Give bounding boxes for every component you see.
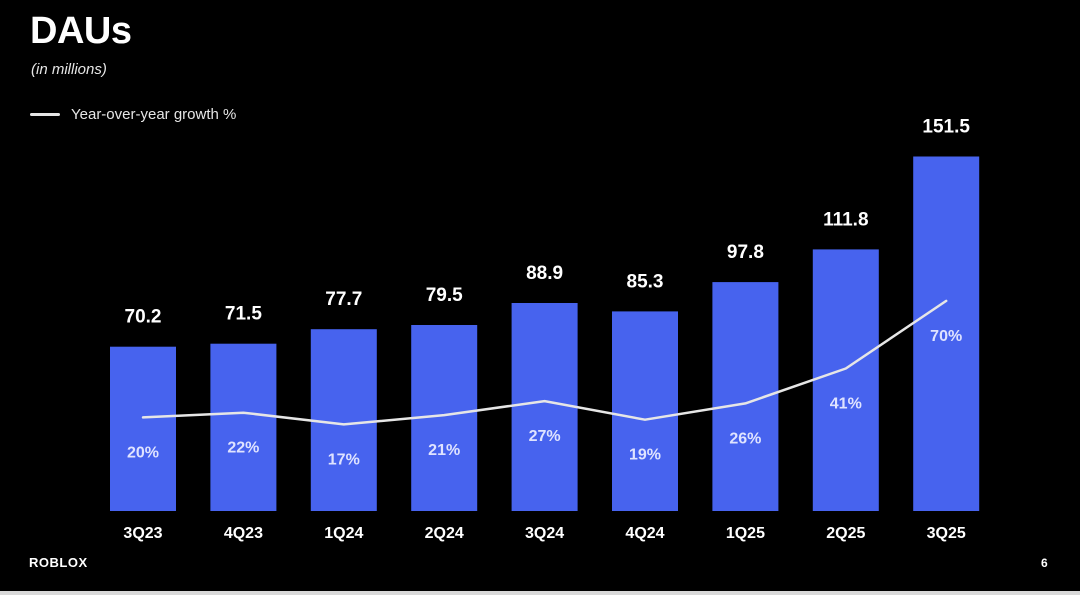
growth-label: 21% [428, 442, 460, 459]
growth-label: 19% [629, 447, 661, 464]
bar-value-label: 79.5 [426, 285, 463, 306]
growth-label: 26% [729, 430, 761, 447]
growth-line [141, 299, 948, 426]
legend-label: Year-over-year growth % [71, 106, 237, 123]
bar-value-label: 88.9 [526, 263, 563, 284]
legend-line-swatch [30, 113, 60, 116]
x-tick-label: 3Q24 [525, 525, 564, 542]
legend: Year-over-year growth % [30, 106, 236, 123]
bar-value-label: 70.2 [125, 307, 162, 328]
bar-value-label: 97.8 [727, 242, 764, 263]
bar-value-label: 77.7 [325, 289, 362, 310]
x-tick-label: 3Q23 [123, 525, 162, 542]
roblox-logo: ROBLOX [29, 555, 88, 570]
growth-label: 41% [830, 396, 862, 413]
x-tick-label: 2Q25 [826, 525, 865, 542]
bar-3Q23 [110, 346, 176, 511]
bar-4Q23 [210, 343, 277, 511]
bar-4Q24 [612, 311, 678, 511]
growth-label: 27% [529, 428, 561, 445]
page-number: 6 [1041, 556, 1048, 570]
bar-3Q24 [511, 303, 578, 511]
growth-label: 20% [127, 444, 159, 461]
bar-3Q25 [913, 156, 980, 511]
x-tick-label: 4Q23 [224, 525, 263, 542]
chart-title: DAUs [30, 10, 132, 52]
growth-label: 22% [227, 440, 259, 457]
x-tick-label: 1Q24 [324, 525, 363, 542]
bar-2Q25 [812, 249, 879, 511]
x-tick-label: 1Q25 [726, 525, 765, 542]
x-tick-label: 4Q24 [625, 525, 664, 542]
bar-value-label: 151.5 [922, 117, 970, 138]
x-tick-label: 2Q24 [425, 525, 464, 542]
x-tick-label: 3Q25 [927, 525, 966, 542]
bottom-rule [0, 591, 1080, 595]
growth-label: 70% [930, 328, 962, 345]
bar-1Q24 [310, 329, 377, 511]
growth-label: 17% [328, 451, 360, 468]
bar-value-label: 85.3 [627, 271, 664, 292]
bar-value-label: 111.8 [823, 209, 868, 230]
bar-value-label: 71.5 [225, 304, 262, 325]
chart-subtitle: (in millions) [31, 61, 107, 78]
